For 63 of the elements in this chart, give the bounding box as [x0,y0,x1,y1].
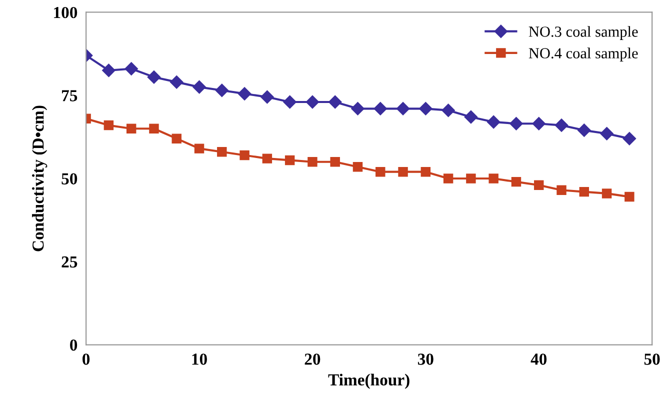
x-tick-label: 0 [82,354,90,365]
point [579,186,590,197]
point [419,102,432,116]
point [600,127,614,140]
y-tick-label: 25 [62,256,78,268]
point [149,124,159,134]
point [260,90,274,104]
point [420,166,431,177]
point [624,192,634,202]
point [534,180,544,190]
point [215,84,228,97]
point [352,162,363,172]
y-tick-label: 75 [62,90,78,102]
point [284,155,295,166]
point [578,124,591,137]
legend-label: NO.3 coal sample [528,26,638,40]
x-tick-label: 50 [644,354,660,365]
y-axis-title: Conductivity (D•cm) [32,106,48,252]
point [102,64,116,78]
point [238,87,252,100]
x-tick-label: 10 [192,354,207,365]
point [487,115,500,129]
point [328,95,342,109]
point [170,75,184,89]
point [376,166,386,177]
point [351,102,364,116]
point [172,134,182,144]
x-tick-label: 40 [530,354,547,365]
point [511,176,522,187]
point [374,102,387,116]
point [442,104,455,117]
point [283,95,296,109]
point [124,62,138,76]
legend-label: NO.4 coal sample [528,48,638,62]
point [554,118,568,132]
point [510,117,523,130]
point [556,185,566,195]
point [147,70,161,84]
point [398,166,408,177]
x-axis-title: Time(hour) [328,374,410,389]
point [194,144,204,154]
point [308,157,318,167]
point [622,132,636,146]
point [192,80,206,94]
point [464,110,478,124]
point [330,157,340,167]
y-tick-label: 0 [70,339,78,351]
point [396,102,410,116]
point [126,124,136,134]
point [532,117,546,130]
y-tick-label: 50 [62,173,78,184]
x-tick-label: 20 [304,354,320,365]
point [104,120,114,130]
point [262,154,272,164]
point [306,95,320,109]
point [217,147,227,157]
point [602,188,612,198]
point [240,150,250,160]
point [443,174,454,184]
y-tick-label: 100 [54,6,78,18]
x-tick-label: 30 [418,354,434,365]
point [466,174,476,184]
point [488,174,498,184]
